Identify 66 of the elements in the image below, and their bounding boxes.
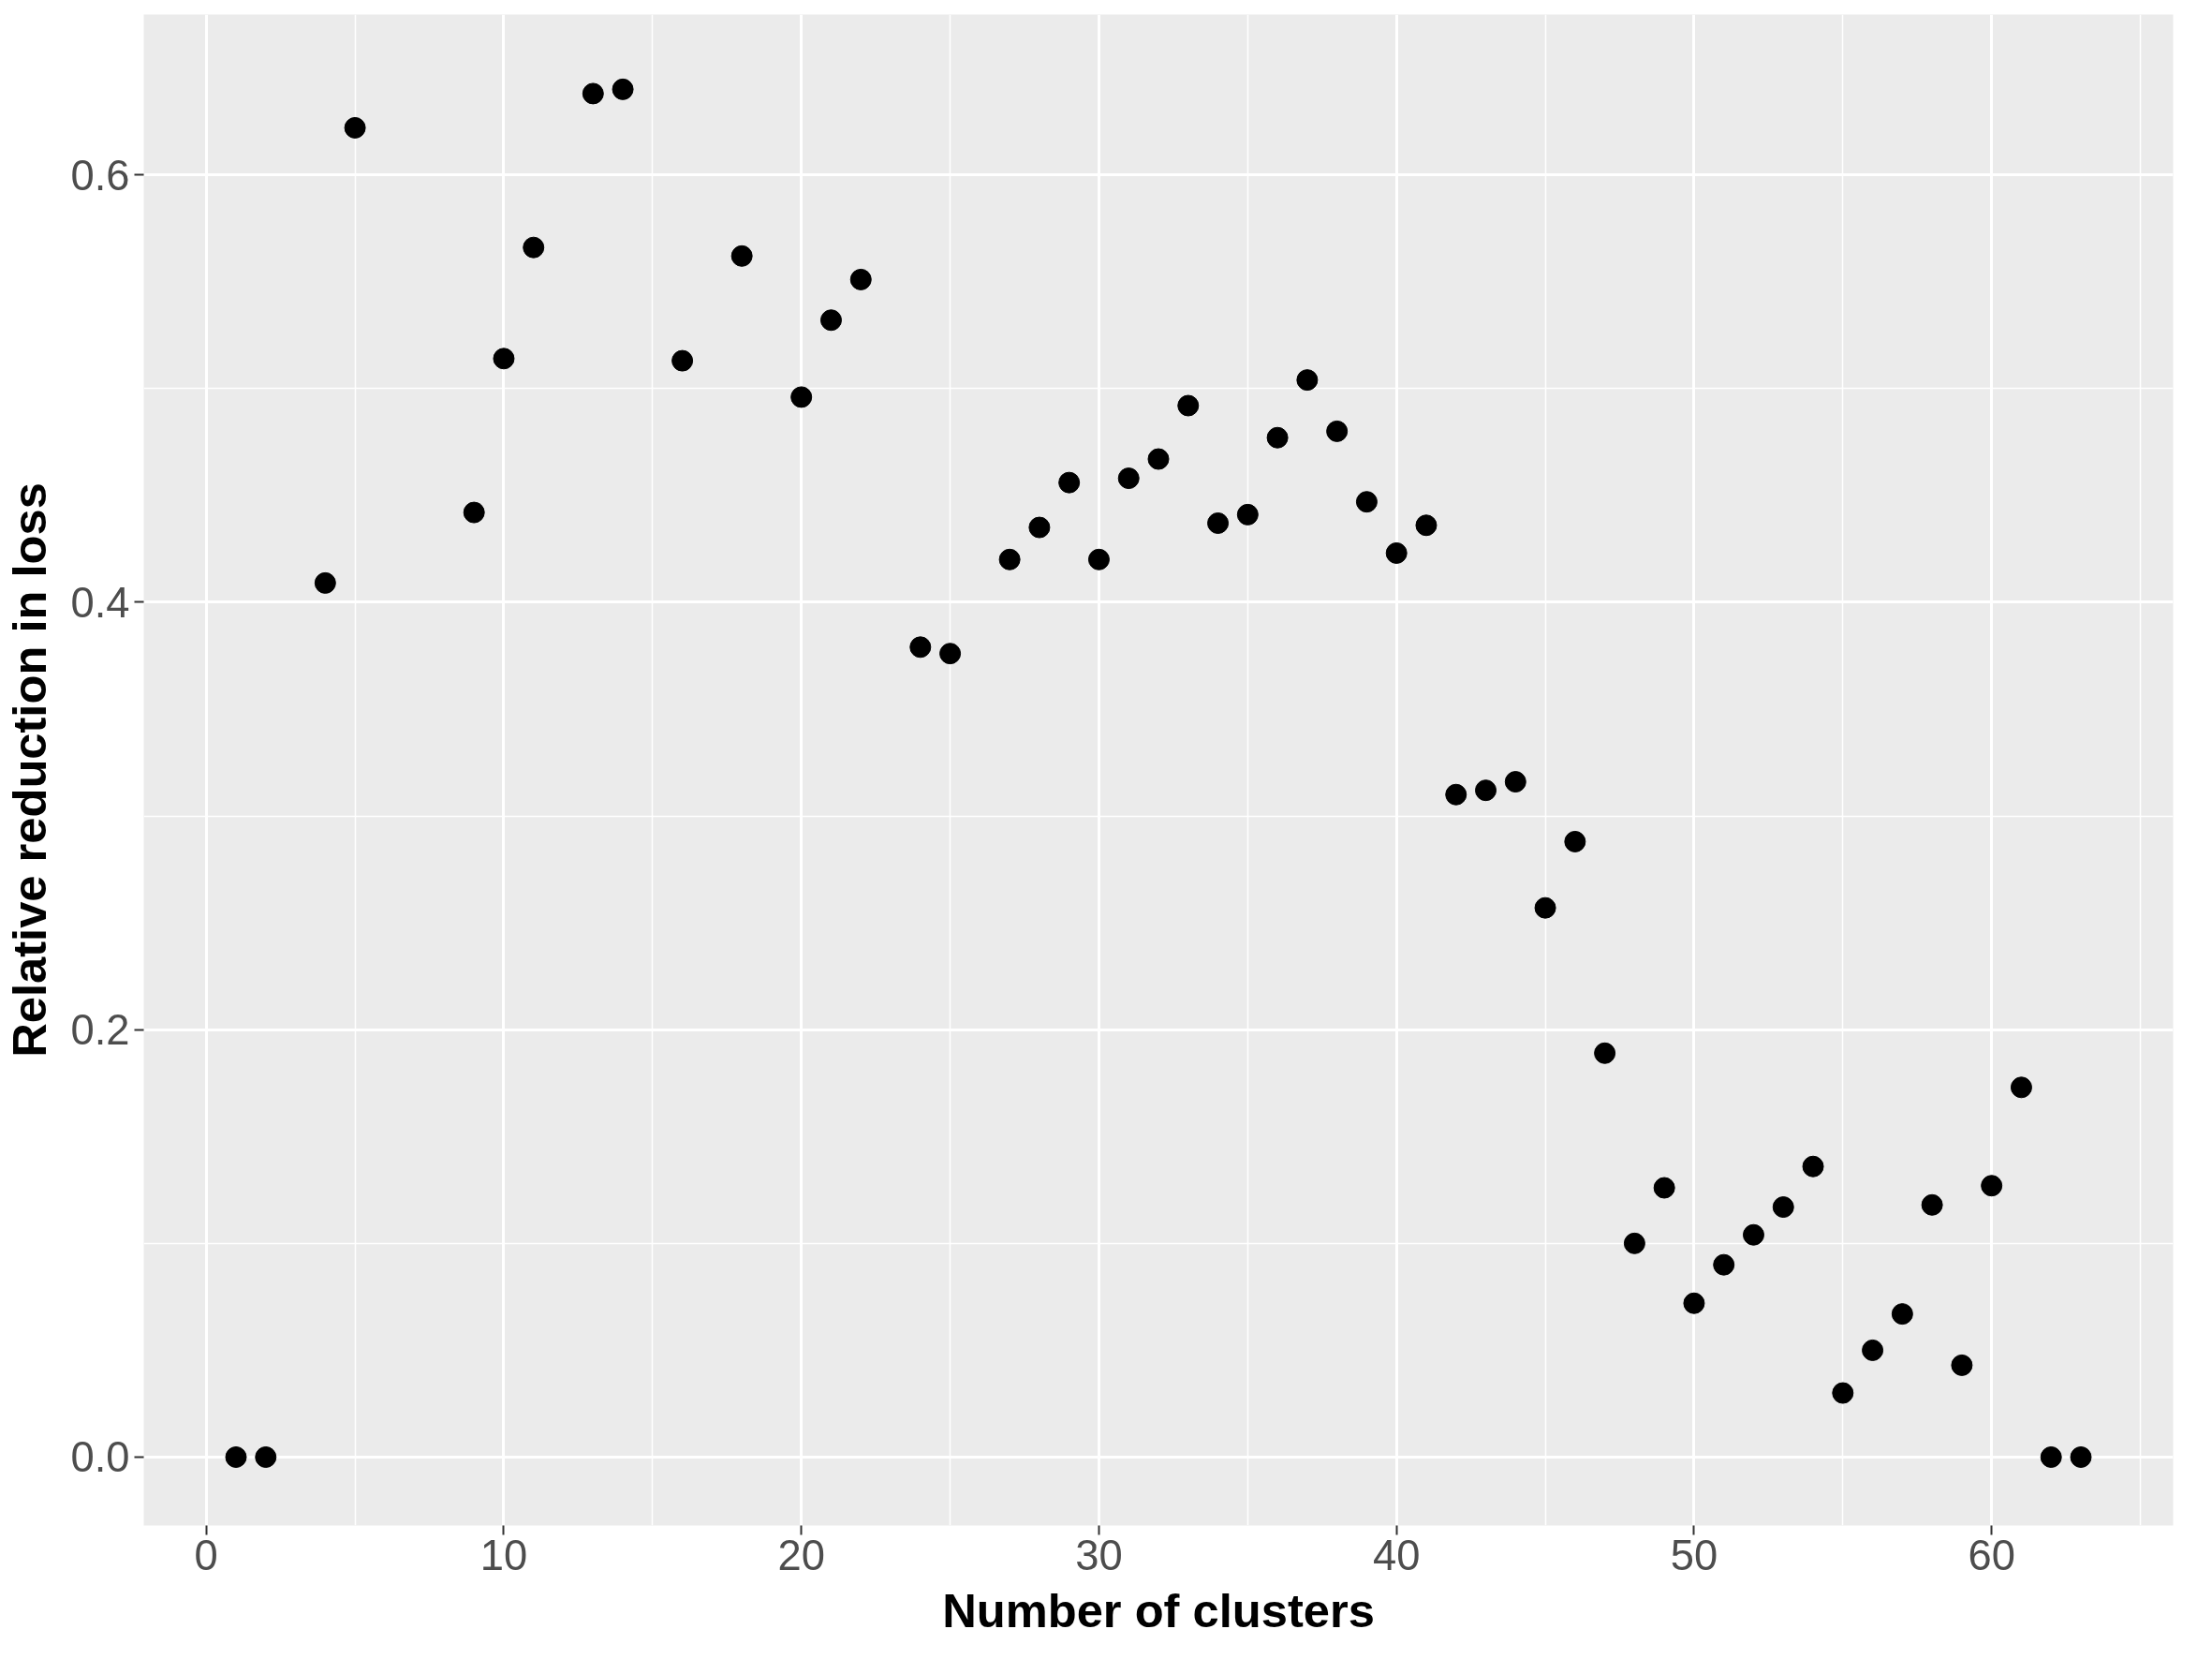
point — [671, 349, 694, 372]
point — [1772, 1196, 1794, 1219]
point — [1683, 1292, 1705, 1314]
y-tick-label: 0.2 — [70, 1006, 130, 1055]
point — [1296, 369, 1319, 392]
x-tick-label: 40 — [1372, 1531, 1421, 1579]
point — [523, 236, 545, 259]
point — [225, 1446, 247, 1468]
point — [1177, 394, 1200, 417]
point — [612, 78, 634, 100]
point — [1921, 1193, 1943, 1216]
y-tick-label: 0.4 — [70, 578, 130, 627]
y-tick-label: 0.6 — [70, 151, 130, 200]
point — [849, 268, 872, 290]
point — [1891, 1303, 1913, 1326]
point — [1415, 514, 1438, 537]
point — [790, 386, 813, 408]
point — [1832, 1382, 1854, 1404]
point — [1564, 830, 1586, 852]
point — [2010, 1076, 2032, 1099]
point — [1862, 1339, 1884, 1361]
point — [314, 571, 336, 594]
point — [1504, 771, 1526, 793]
point — [1207, 512, 1230, 534]
point — [819, 309, 842, 332]
point — [344, 116, 366, 139]
y-axis-title: Relative reduction in loss — [3, 482, 57, 1058]
point — [1951, 1354, 1973, 1376]
x-tick-label: 60 — [1968, 1531, 2015, 1579]
x-tick-label: 50 — [1670, 1531, 1718, 1579]
point — [1653, 1177, 1675, 1199]
point — [1713, 1253, 1735, 1276]
point — [1802, 1155, 1824, 1178]
point — [1534, 896, 1556, 919]
point — [1594, 1042, 1616, 1064]
point — [1087, 548, 1110, 570]
point — [1326, 420, 1349, 442]
point — [1385, 541, 1408, 564]
point — [1981, 1175, 2003, 1197]
x-tick-label: 10 — [479, 1531, 528, 1579]
point — [1147, 448, 1170, 470]
point — [1623, 1232, 1645, 1254]
point — [939, 643, 962, 665]
point — [730, 244, 753, 267]
x-tick-label: 20 — [777, 1531, 825, 1579]
point — [998, 548, 1021, 570]
point — [582, 82, 604, 105]
y-tick-label: 0.0 — [70, 1433, 130, 1482]
point — [1475, 779, 1497, 802]
point — [1266, 426, 1289, 449]
point — [1117, 467, 1140, 490]
point — [1355, 491, 1378, 513]
x-axis-title: Number of clusters — [942, 1583, 1375, 1637]
point — [1058, 471, 1081, 494]
point — [2040, 1446, 2062, 1468]
point — [1028, 516, 1051, 539]
point — [255, 1446, 277, 1468]
point — [1742, 1223, 1764, 1246]
x-tick-label: 0 — [194, 1531, 218, 1579]
point — [1445, 783, 1467, 806]
x-tick-label: 30 — [1075, 1531, 1123, 1579]
point — [493, 348, 515, 370]
point — [2070, 1446, 2092, 1468]
point — [909, 636, 932, 659]
point — [463, 501, 485, 524]
point — [1236, 503, 1259, 526]
